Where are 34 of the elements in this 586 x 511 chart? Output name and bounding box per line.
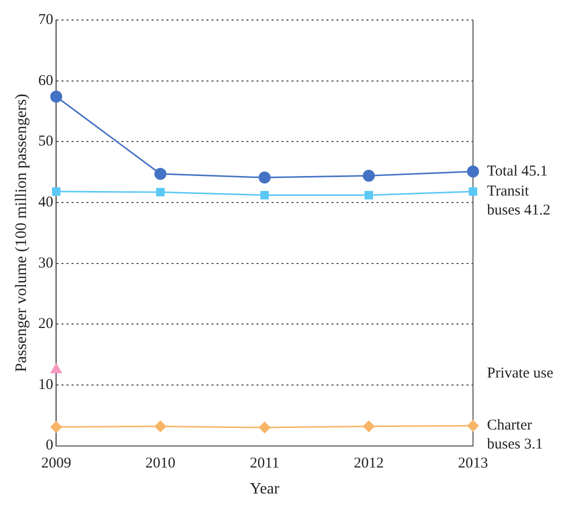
point xyxy=(467,420,479,432)
point xyxy=(258,422,271,434)
annotation: Transit buses 41.2 xyxy=(487,183,550,218)
y-axis-title: Passenger volume (100 million passengers) xyxy=(12,94,30,372)
point xyxy=(468,187,478,196)
point xyxy=(154,168,166,180)
point xyxy=(52,187,60,196)
point xyxy=(50,420,62,433)
y-tick-label: 70 xyxy=(38,12,54,28)
point xyxy=(467,165,479,178)
x-axis-title: Year xyxy=(250,480,280,498)
point xyxy=(156,188,165,196)
point xyxy=(258,172,271,184)
y-tick-label: 60 xyxy=(38,72,54,89)
y-tick-label: 50 xyxy=(38,134,54,150)
x-tick-label: 2010 xyxy=(145,456,176,472)
annotation: Charter buses 3.1 xyxy=(487,418,543,453)
y-tick-label: 20 xyxy=(38,316,54,332)
point xyxy=(50,90,62,103)
point xyxy=(362,420,375,432)
point xyxy=(364,190,374,200)
point xyxy=(154,420,166,432)
x-tick-label: 2012 xyxy=(354,456,384,472)
x-tick-label: 2011 xyxy=(250,456,280,472)
point xyxy=(362,170,375,182)
annotation: Total 45.1 xyxy=(487,163,548,180)
y-tick-label: 10 xyxy=(38,376,54,393)
x-tick-label: 2009 xyxy=(41,456,72,472)
x-tick-label: 2013 xyxy=(458,456,488,472)
y-tick-label: 0 xyxy=(46,438,54,454)
text: Private use xyxy=(487,365,554,382)
y-tick-label: 30 xyxy=(38,255,54,272)
y-tick-label: 40 xyxy=(38,194,54,210)
point xyxy=(260,190,269,200)
